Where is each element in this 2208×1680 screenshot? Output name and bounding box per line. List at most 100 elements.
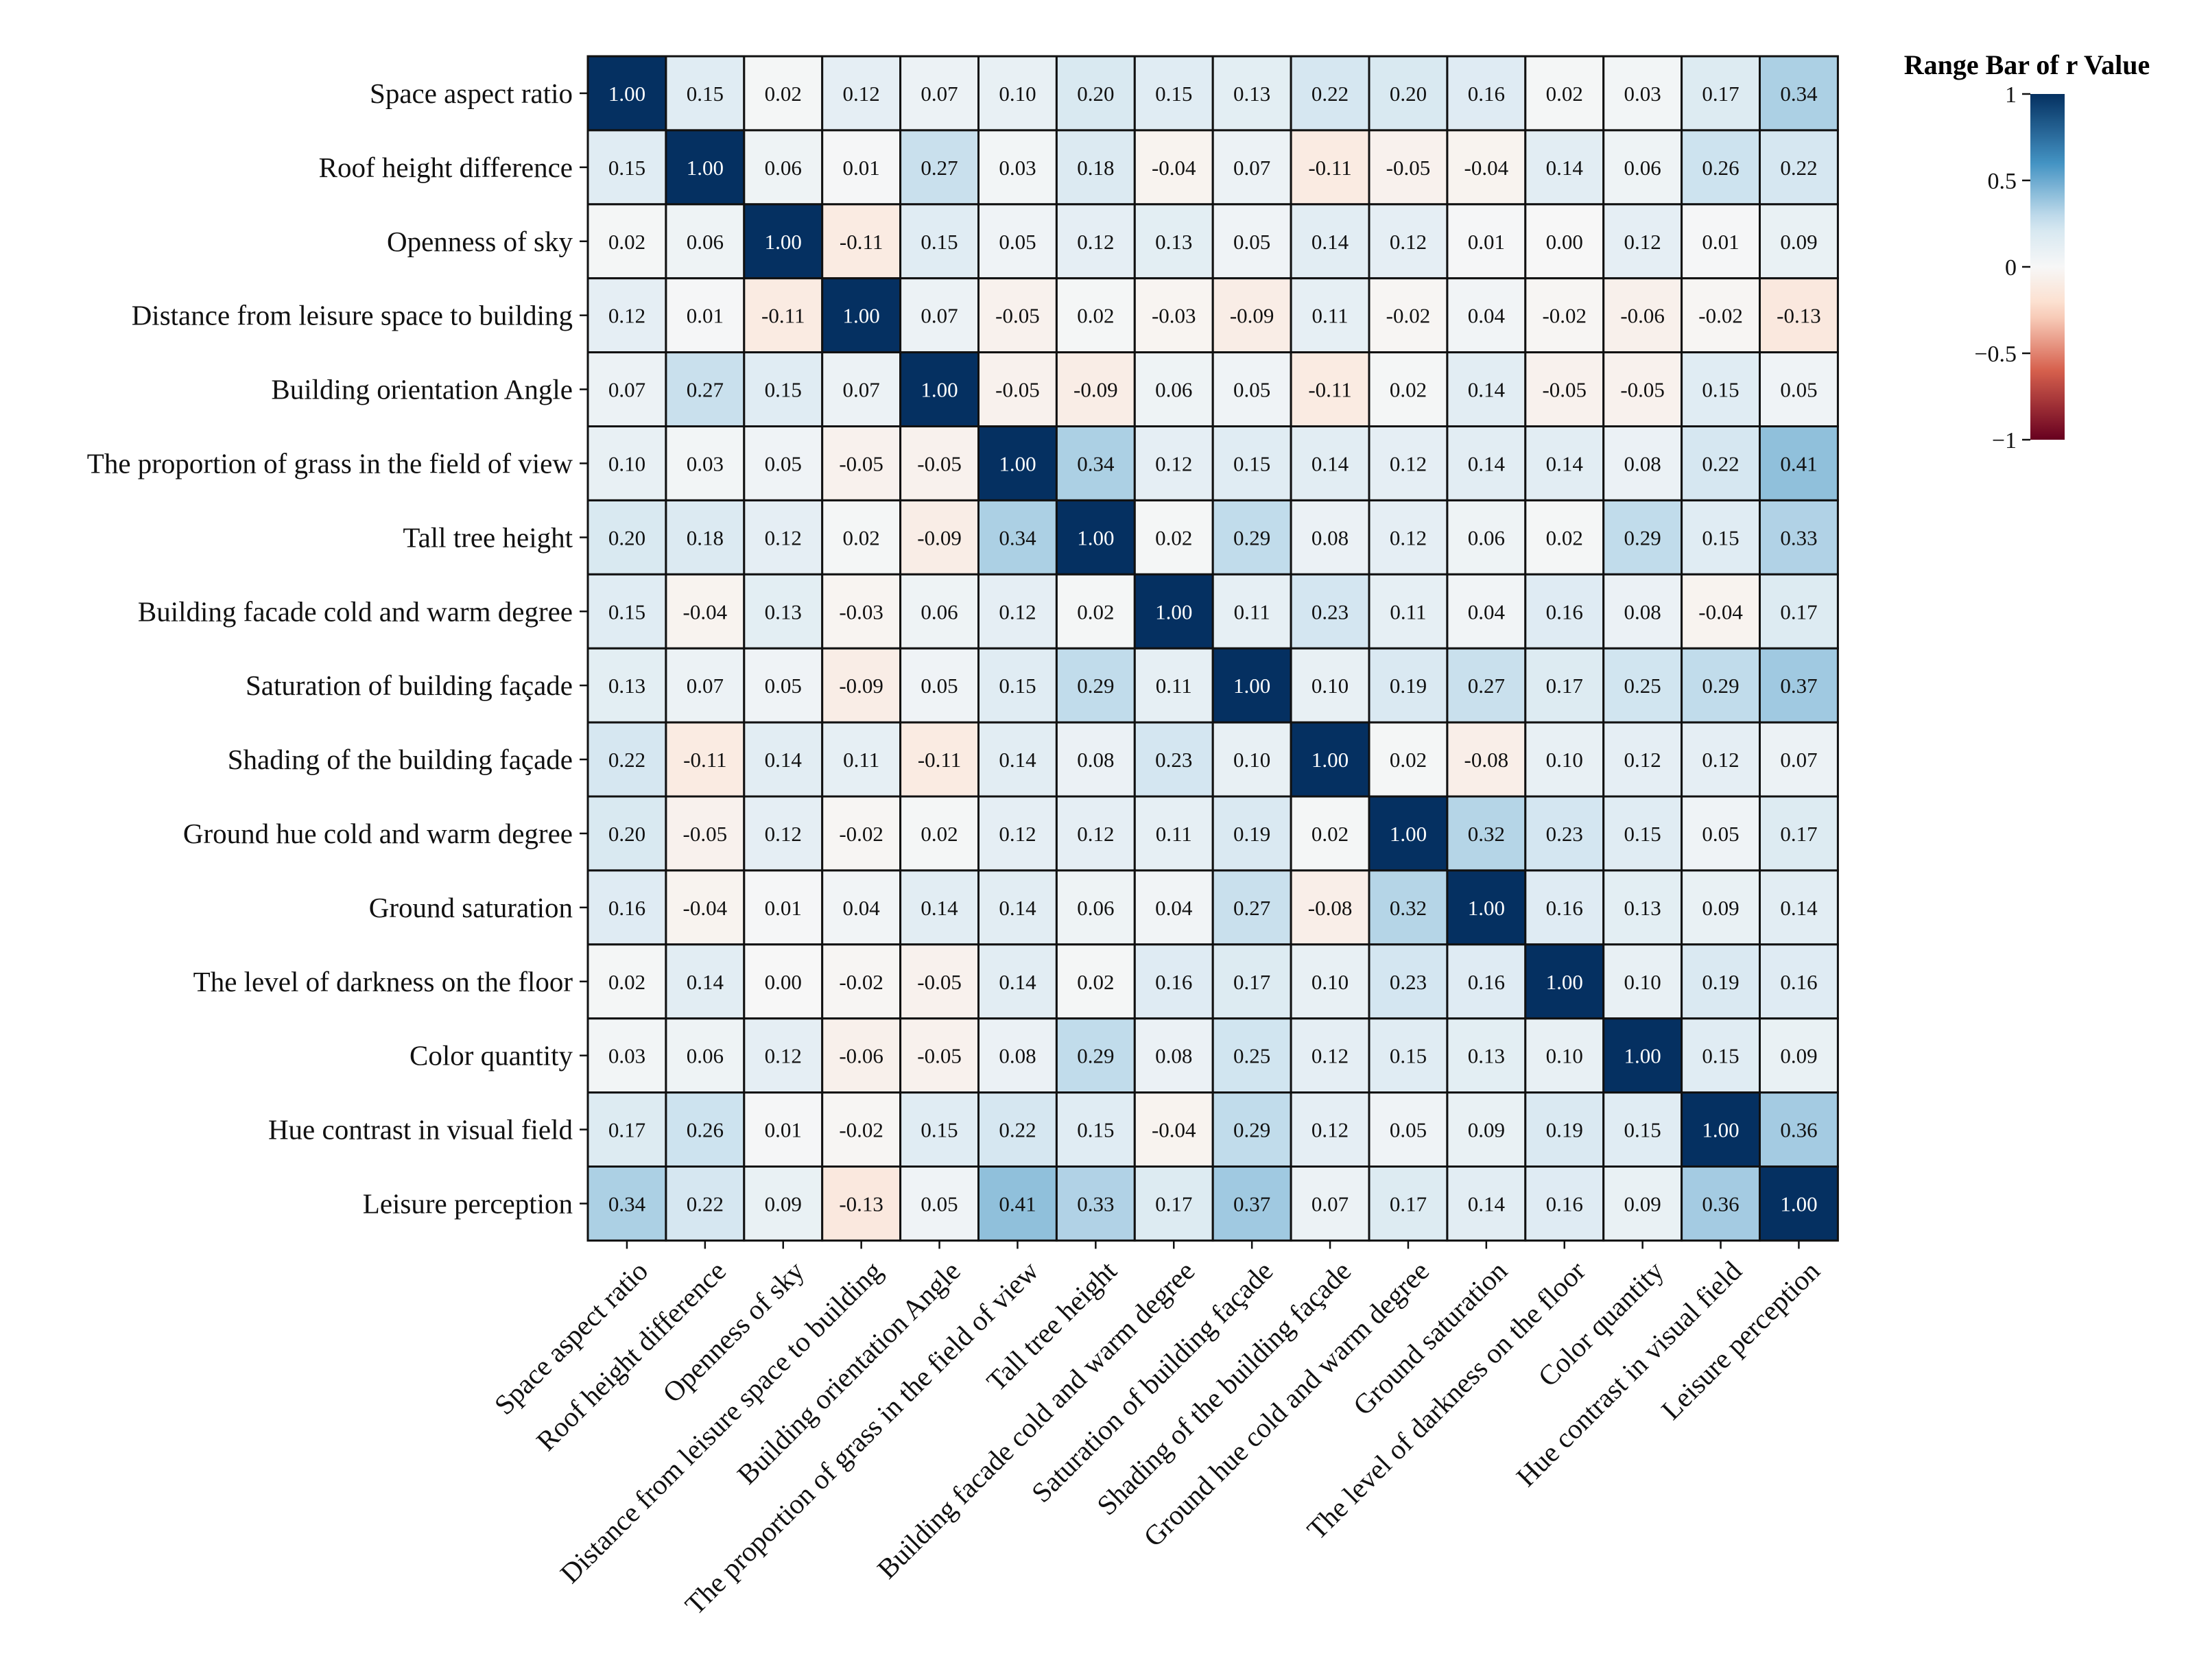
cell-value: 0.14 xyxy=(1780,896,1818,920)
cell-value: 0.12 xyxy=(1077,230,1114,254)
heatmap-cell xyxy=(1055,943,1136,1020)
cell-value: -0.05 xyxy=(917,1044,962,1068)
cell-value: 0.16 xyxy=(1155,970,1192,994)
heatmap-cell xyxy=(1602,351,1683,427)
cell-value: 0.10 xyxy=(1311,674,1349,698)
cell-value: 0.27 xyxy=(1233,896,1270,920)
heatmap-cell xyxy=(1602,129,1683,206)
cell-value: 0.23 xyxy=(1311,600,1349,624)
cell-value: 0.11 xyxy=(1311,304,1348,328)
cell-value: 0.08 xyxy=(1077,748,1114,772)
cell-value: 0.29 xyxy=(1233,1118,1270,1142)
cell-value: 0.13 xyxy=(1233,82,1270,106)
heatmap-cell xyxy=(1055,1091,1136,1168)
cell-value: 0.14 xyxy=(999,748,1036,772)
cell-value: 0.11 xyxy=(1234,600,1270,624)
heatmap-cell xyxy=(1446,1017,1527,1094)
heatmap-cell xyxy=(1602,277,1683,354)
cell-value: 0.02 xyxy=(921,822,958,846)
heatmap-cell xyxy=(821,721,902,798)
cell-value: -0.04 xyxy=(1152,1118,1196,1142)
heatmap-cell xyxy=(1446,1166,1527,1242)
row-label: Distance from leisure space to building xyxy=(132,300,573,331)
cell-value: 0.16 xyxy=(1468,970,1505,994)
row-label: Leisure perception xyxy=(363,1187,573,1219)
cell-value: -0.11 xyxy=(1308,156,1351,180)
cell-value: 0.08 xyxy=(1624,451,1661,475)
heatmap-cell xyxy=(1446,499,1527,576)
cell-value: 0.12 xyxy=(1155,451,1192,475)
heatmap-cell xyxy=(1211,425,1292,501)
cell-value: 0.05 xyxy=(765,674,802,698)
heatmap-cell xyxy=(1211,1166,1292,1242)
cell-value: 1.00 xyxy=(1077,525,1114,549)
heatmap-cell xyxy=(743,1166,824,1242)
cell-value: 0.15 xyxy=(1155,82,1192,106)
cell-value: 0.33 xyxy=(1077,1192,1114,1216)
cell-value: 1.00 xyxy=(1155,600,1192,624)
row-label: Roof height difference xyxy=(319,152,573,183)
cell-value: 0.01 xyxy=(1468,230,1505,254)
heatmap-cell xyxy=(743,499,824,576)
cell-value: 0.16 xyxy=(1780,970,1817,994)
cell-value: 0.04 xyxy=(1468,304,1506,328)
heatmap-cell xyxy=(1681,573,1761,650)
cell-value: 0.12 xyxy=(999,600,1036,624)
heatmap-cell xyxy=(821,351,902,427)
cell-value: -0.04 xyxy=(683,896,728,920)
cell-value: 1.00 xyxy=(999,451,1036,475)
cell-value: 0.10 xyxy=(1233,748,1270,772)
colorbar: Range Bar of r Value 1 0.5 0 −0.5 −1 xyxy=(1904,49,2150,453)
heatmap-cell xyxy=(1446,203,1527,280)
cell-value: 0.16 xyxy=(1468,82,1505,106)
cell-value: 0.14 xyxy=(1468,1192,1506,1216)
cell-value: -0.11 xyxy=(918,748,961,772)
cell-value: 0.06 xyxy=(687,230,724,254)
heatmap-cell xyxy=(665,55,746,132)
heatmap-cell xyxy=(1133,795,1214,872)
cell-value: 0.15 xyxy=(1624,1118,1661,1142)
heatmap-cell xyxy=(1055,795,1136,872)
cell-value: 0.19 xyxy=(1546,1118,1583,1142)
heatmap-cell xyxy=(743,277,824,354)
row-label: Ground saturation xyxy=(369,892,573,923)
cell-value: 0.02 xyxy=(1390,378,1427,402)
cell-value: 0.13 xyxy=(765,600,802,624)
cell-value: -0.05 xyxy=(1386,156,1431,180)
heatmap-cell xyxy=(1602,203,1683,280)
row-label: Tall tree height xyxy=(403,521,573,553)
cell-value: 0.03 xyxy=(1624,82,1661,106)
heatmap-cell xyxy=(1681,795,1761,872)
heatmap-cells: 1.00 0.15 0.02 0.12 0.07 0.10 0.20 0.15 0.13 0.22… xyxy=(586,55,1839,1242)
cell-value: 0.02 xyxy=(1077,304,1114,328)
row-label: Openness of sky xyxy=(387,226,573,257)
cell-value: 0.26 xyxy=(1702,156,1739,180)
heatmap-cell xyxy=(1759,425,1839,501)
heatmap-cell xyxy=(1602,1017,1683,1094)
cell-value: 0.15 xyxy=(1390,1044,1427,1068)
heatmap-cell xyxy=(665,721,746,798)
cell-value: -0.08 xyxy=(1464,748,1509,772)
cell-value: -0.03 xyxy=(839,600,883,624)
cell-value: 0.09 xyxy=(1780,230,1817,254)
cell-value: 0.07 xyxy=(1780,748,1817,772)
heatmap-cell xyxy=(1759,721,1839,798)
colorbar-tick-label: 0.5 xyxy=(1988,169,2017,194)
cell-value: -0.02 xyxy=(1542,304,1587,328)
heatmap-cell xyxy=(1290,721,1370,798)
heatmap-cell xyxy=(1681,129,1761,206)
cell-value: 0.12 xyxy=(999,822,1036,846)
cell-value: 0.37 xyxy=(1780,674,1817,698)
cell-value: 0.11 xyxy=(1156,822,1192,846)
cell-value: 0.01 xyxy=(687,304,724,328)
cell-value: -0.09 xyxy=(1073,378,1118,402)
cell-value: -0.05 xyxy=(683,822,728,846)
heatmap-cell xyxy=(1133,277,1214,354)
heatmap-cell xyxy=(1290,55,1370,132)
cell-value: 0.09 xyxy=(1468,1118,1505,1142)
cell-value: -0.09 xyxy=(839,674,883,698)
heatmap-cell xyxy=(821,499,902,576)
heatmap-cell xyxy=(1602,869,1683,946)
heatmap-cell xyxy=(1446,425,1527,501)
cell-value: 0.29 xyxy=(1624,525,1661,549)
